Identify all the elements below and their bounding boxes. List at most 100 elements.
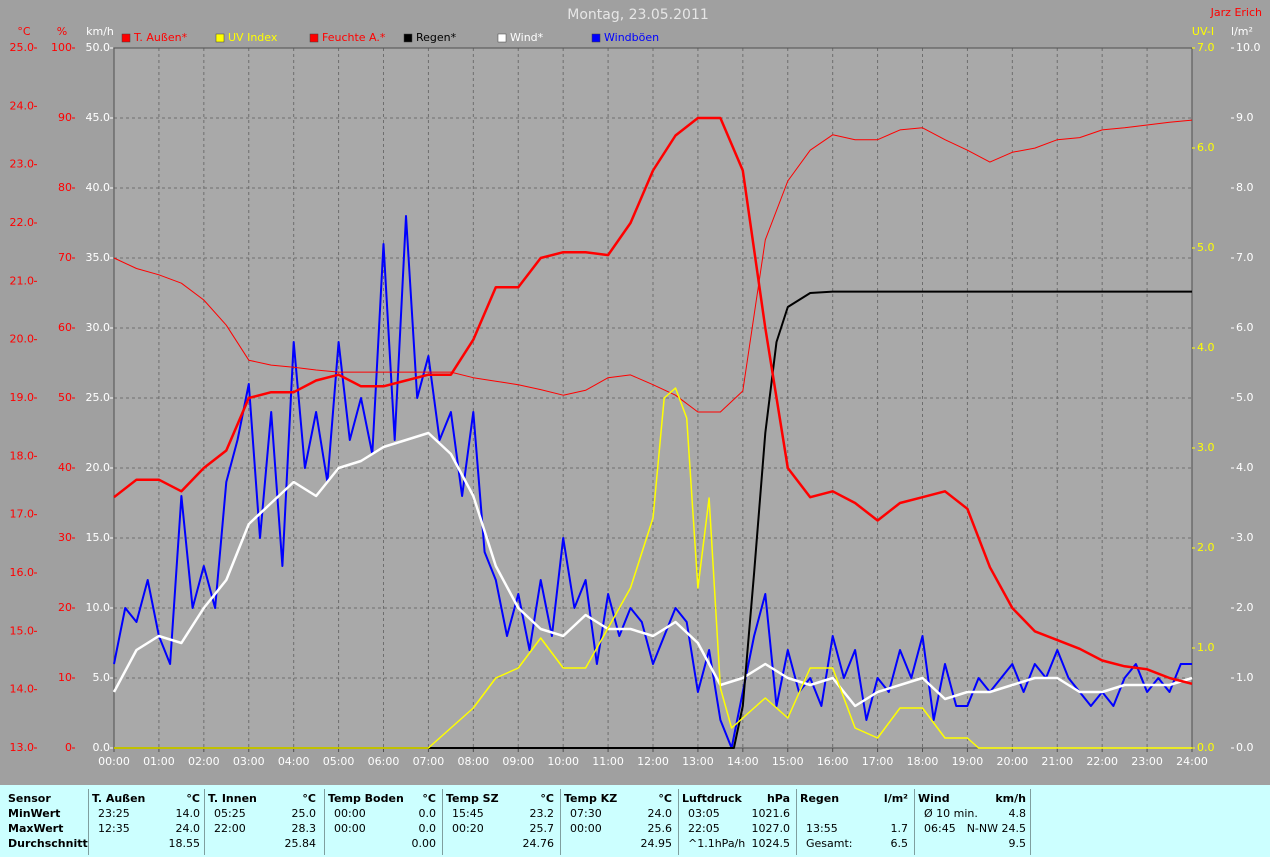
x-tick-label: 06:00 [368,755,400,768]
series-line [112,431,1193,708]
y-tick-label: 18.0 [10,449,35,462]
stat-value: 1024.5 [751,837,791,850]
x-tick-label: 23:00 [1131,755,1163,768]
stat-value: 24.0 [175,822,201,835]
stat-value: 1.7 [890,822,909,835]
group-title: Temp Boden [328,792,404,805]
y-tick-label: 45.0 [86,111,111,124]
y-tick-label: 1.0 [1197,641,1215,654]
y-tick-label: 25.0 [86,391,111,404]
sensor-label: MaxWert [8,822,64,835]
legend-label: Feuchte A.* [322,31,386,44]
separator [560,789,561,855]
x-tick-label: 18:00 [907,755,939,768]
y-tick-label: 3.0 [1197,441,1215,454]
group-unit: km/h [995,792,1026,805]
x-tick-label: 08:00 [457,755,489,768]
legend-label: Regen* [416,31,457,44]
chart-title: Montag, 23.05.2011 [567,7,709,23]
stat-time: 13:55 [806,822,838,835]
sensor-label: MinWert [8,807,61,820]
legend-label: T. Außen* [133,31,188,44]
group-unit: °C [658,792,672,805]
x-tick-label: 07:00 [413,755,445,768]
axis-unit: °C [17,25,31,38]
y-tick-label: 15.0 [10,624,35,637]
group-title: T. Innen [208,792,257,805]
x-tick-label: 17:00 [862,755,894,768]
series-line [114,290,1192,749]
stat-time: 05:25 [214,807,246,820]
separator [914,789,915,855]
y-tick-label: 20.0 [10,333,35,346]
x-tick-label: 00:00 [98,755,130,768]
y-tick-label: 1.0 [1236,671,1254,684]
stat-value: 4.8 [1008,807,1027,820]
separator [796,789,797,855]
y-tick-label: 24.0 [10,99,35,112]
stat-value: 25.0 [291,807,317,820]
y-tick-label: 5.0 [93,671,111,684]
y-tick-label: 7.0 [1197,41,1215,54]
y-tick-label: 80 [58,181,72,194]
stat-value: 24.95 [640,837,673,850]
x-tick-label: 11:00 [592,755,624,768]
axis-unit: % [57,25,67,38]
x-tick-label: 13:00 [682,755,714,768]
x-tick-label: 15:00 [772,755,804,768]
x-tick-label: 03:00 [233,755,265,768]
stat-time: Gesamt: [806,837,853,850]
stat-value: 1021.6 [751,807,791,820]
stat-value: 9.5 [1008,837,1027,850]
y-tick-label: 2.0 [1197,541,1215,554]
axis-unit: UV-I [1192,25,1214,38]
y-tick-label: 6.0 [1197,141,1215,154]
stats-table: Sensor MinWert MaxWert Durchschnitt T. Außen… [0,785,1270,857]
x-tick-label: 04:00 [278,755,310,768]
y-tick-label: 22.0 [10,216,35,229]
y-tick-label: 100 [51,41,72,54]
legend-label: Wind* [510,31,544,44]
stat-value: 24.76 [522,837,555,850]
y-tick-label: 6.0 [1236,321,1254,334]
x-tick-label: 10:00 [547,755,579,768]
y-tick-label: 90 [58,111,72,124]
separator [442,789,443,855]
stat-time: 00:00 [334,822,366,835]
y-tick-label: 3.0 [1236,531,1254,544]
stat-value: 0.0 [418,822,437,835]
legend-swatch [497,33,507,43]
y-tick-label: 50 [58,391,72,404]
legend-swatch [215,33,225,43]
stat-time: 22:00 [214,822,246,835]
separator [88,789,89,855]
x-tick-label: 16:00 [817,755,849,768]
y-tick-label: 0.0 [93,741,111,754]
chart: Montag, 23.05.2011 Jarz Erich 00:00 01:00… [10,6,1263,768]
y-tick-label: 7.0 [1236,251,1254,264]
y-tick-label: 25.0 [10,41,35,54]
y-tick-label: 20.0 [86,461,111,474]
y-tick-label: 50.0 [86,41,111,54]
stat-value: 1027.0 [751,822,791,835]
y-tick-label: 14.0 [10,683,35,696]
stat-time: 03:05 [688,807,720,820]
y-tick-label: 21.0 [10,274,35,287]
y-tick-label: 4.0 [1197,341,1215,354]
y-tick-label: 8.0 [1236,181,1254,194]
x-tick-label: 20:00 [996,755,1028,768]
y-tick-label: 10.0 [1236,41,1261,54]
y-tick-label: 4.0 [1236,461,1254,474]
y-tick-label: 13.0 [10,741,35,754]
stat-value: 28.3 [291,822,317,835]
stat-value: 25.6 [647,822,673,835]
x-tick-label: 22:00 [1086,755,1118,768]
x-tick-label: 12:00 [637,755,669,768]
series-line [113,116,1193,686]
stat-value: 0.0 [418,807,437,820]
x-tick-label: 19:00 [952,755,984,768]
stat-value: N-NW 24.5 [966,822,1026,835]
y-tick-label: 30.0 [86,321,111,334]
x-tick-label: 09:00 [502,755,534,768]
